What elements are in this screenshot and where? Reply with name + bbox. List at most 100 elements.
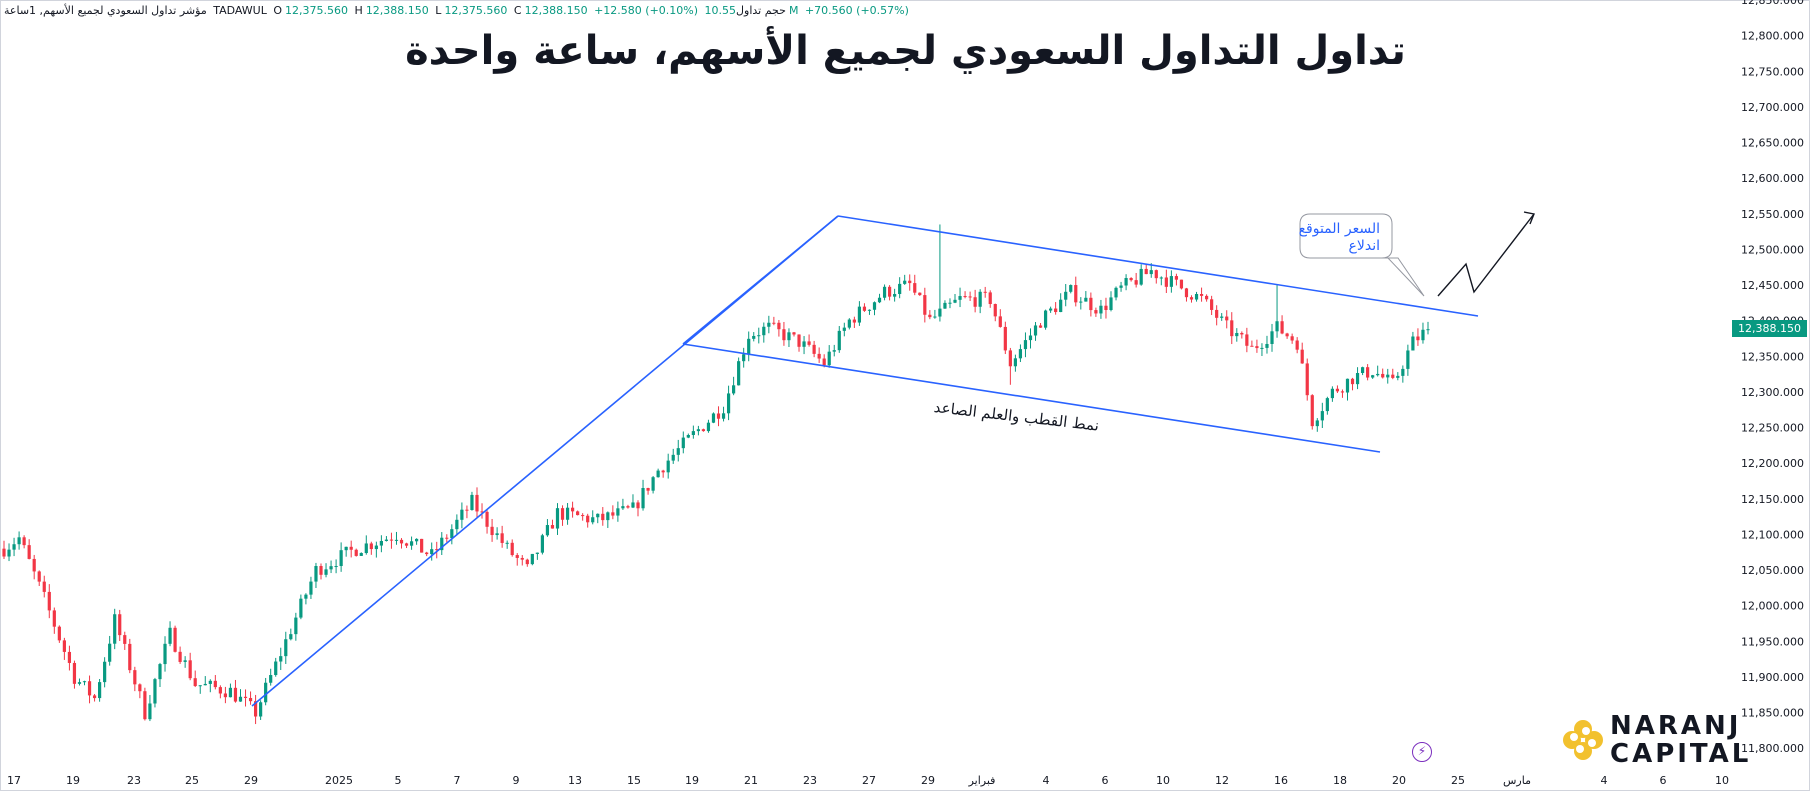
- candle-body: [1079, 301, 1083, 303]
- candle-body: [1003, 326, 1007, 351]
- candle-body: [545, 525, 550, 536]
- candle-body: [646, 488, 650, 491]
- candle-body: [686, 435, 690, 438]
- candle-body: [67, 651, 72, 663]
- chart-title: تداول التداول السعودي لجميع الأسهم، ساعة…: [405, 28, 1406, 74]
- y-tick-label: 12,700.000: [1741, 101, 1804, 114]
- candle-body: [872, 302, 877, 310]
- candle-body: [822, 358, 826, 366]
- y-tick-label: 11,900.000: [1741, 671, 1804, 684]
- candle-body: [807, 341, 811, 345]
- candle-body: [374, 545, 378, 550]
- flag-upper-line[interactable]: [837, 215, 1479, 317]
- x-tick-label: 10: [1156, 774, 1170, 787]
- brand-logo: NARANJ CAPITAL: [1562, 711, 1792, 771]
- candle-body: [671, 454, 675, 461]
- legend-high-value: 12,388.150: [365, 4, 429, 17]
- candle-body: [1406, 350, 1410, 369]
- candle-body: [1280, 321, 1284, 334]
- candle-body: [87, 681, 92, 696]
- lightning-icon[interactable]: ⚡: [1412, 742, 1432, 762]
- x-tick-label: 6: [1660, 774, 1667, 787]
- candle-body: [1199, 294, 1204, 296]
- legend-close-value: 12,388.150: [524, 4, 588, 17]
- candle-body: [762, 326, 766, 336]
- x-tick-label: 21: [744, 774, 758, 787]
- candle-body: [918, 292, 922, 296]
- y-tick-label: 12,800.000: [1741, 30, 1804, 43]
- candle-body: [792, 332, 796, 335]
- candle-body: [510, 542, 514, 556]
- candle-body: [998, 316, 1002, 327]
- candle-body: [500, 533, 504, 543]
- x-tick-label: مارس: [1503, 774, 1531, 787]
- candle-body: [143, 691, 147, 720]
- candle-body: [349, 546, 353, 550]
- candle-body: [1104, 305, 1108, 310]
- candle-body: [963, 296, 967, 298]
- candle-body: [661, 470, 665, 473]
- candle-body: [163, 643, 167, 665]
- candle-body: [319, 566, 323, 575]
- x-tick-label: 9: [513, 774, 520, 787]
- candle-body: [1330, 388, 1334, 399]
- flag-left-edge[interactable]: [682, 215, 839, 345]
- candle-body: [777, 322, 781, 330]
- candle-body: [1421, 329, 1425, 341]
- candle-body: [52, 610, 56, 627]
- candle-body: [540, 535, 545, 553]
- candle-body: [1149, 270, 1153, 275]
- candle-body: [460, 509, 464, 520]
- candle-body: [666, 460, 670, 473]
- candle-body: [1376, 373, 1380, 376]
- candle-body: [782, 329, 786, 341]
- candle-body: [923, 295, 927, 315]
- candle-body: [837, 330, 841, 351]
- candle-body: [716, 413, 721, 419]
- y-tick-label: 12,350.000: [1741, 350, 1804, 363]
- candle-body: [82, 681, 87, 683]
- x-tick-label: 16: [1274, 774, 1288, 787]
- candle-body: [1265, 343, 1269, 348]
- candle-body: [470, 494, 474, 511]
- x-tick-label: 29: [244, 774, 258, 787]
- candle-body: [289, 634, 293, 640]
- candle-body: [978, 291, 982, 307]
- candle-body: [636, 502, 640, 509]
- candle-body: [1215, 309, 1219, 318]
- candle-body: [1049, 308, 1053, 311]
- candle-body: [465, 509, 469, 511]
- candle-body: [1159, 277, 1163, 279]
- candle-body: [490, 526, 494, 536]
- candle-body: [842, 327, 846, 331]
- x-tick-label: 4: [1601, 774, 1608, 787]
- candle-body: [1059, 299, 1063, 313]
- candle-body: [1064, 291, 1068, 300]
- y-tick-label: 12,100.000: [1741, 528, 1804, 541]
- candle-body: [1335, 388, 1340, 392]
- candle-body: [274, 661, 278, 676]
- candle-body: [98, 682, 102, 699]
- candle-body: [1205, 295, 1209, 300]
- x-tick-label: 6: [1102, 774, 1109, 787]
- candle-body: [767, 322, 771, 327]
- candle-body: [560, 508, 565, 520]
- candle-body: [138, 684, 142, 692]
- candle-body: [384, 539, 389, 541]
- candle-body: [72, 662, 77, 684]
- flag-lower-line[interactable]: [682, 343, 1381, 453]
- candle-body: [1250, 345, 1254, 347]
- candle-body: [1028, 335, 1033, 341]
- candle-body: [812, 344, 816, 354]
- candle-body: [535, 552, 539, 554]
- x-tick-label: 19: [66, 774, 80, 787]
- candle-body: [314, 566, 318, 582]
- legend-volume-value: 10.55M: [704, 4, 799, 17]
- candle-body: [817, 353, 821, 359]
- y-tick-label: 12,150.000: [1741, 493, 1804, 506]
- x-tick-label: 2025: [325, 774, 353, 787]
- x-tick-label: 17: [7, 774, 21, 787]
- candle-body: [334, 566, 338, 568]
